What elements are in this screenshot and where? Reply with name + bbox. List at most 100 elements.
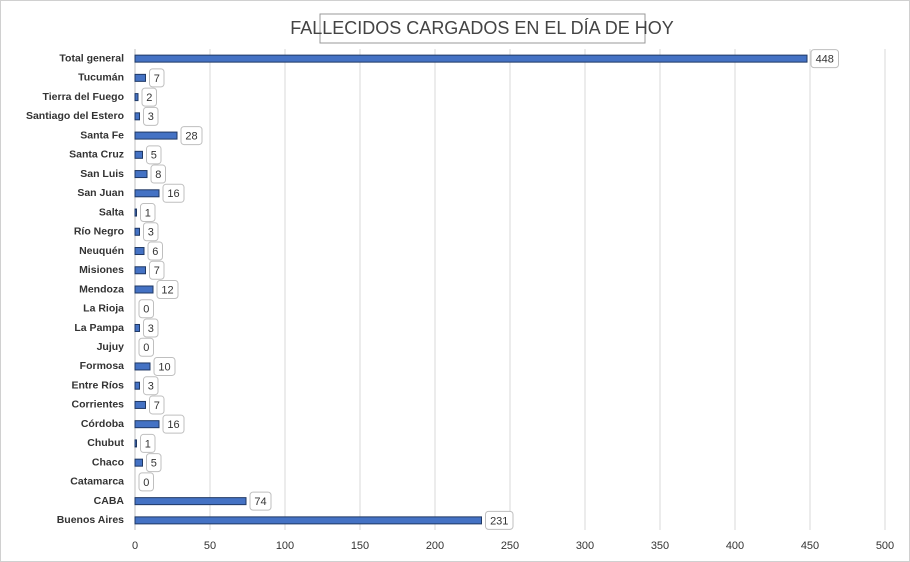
value-label-box — [146, 145, 162, 165]
bar — [134, 150, 143, 159]
bar — [134, 516, 482, 525]
y-tick-label: Neuquén — [79, 245, 124, 257]
value-label: 5 — [151, 458, 157, 470]
bar — [134, 73, 146, 82]
value-label: 448 — [816, 54, 834, 66]
value-label: 7 — [154, 265, 160, 277]
y-tick-label: Misiones — [79, 264, 124, 276]
value-label: 3 — [148, 323, 154, 335]
bar — [134, 400, 146, 409]
value-label: 28 — [185, 130, 197, 142]
x-tick-label: 150 — [351, 540, 369, 552]
y-tick-label: CABA — [94, 495, 125, 507]
value-label: 16 — [167, 188, 179, 200]
x-tick-label: 450 — [801, 540, 819, 552]
x-tick-label: 300 — [576, 540, 594, 552]
value-label: 231 — [490, 515, 508, 527]
value-label: 74 — [254, 496, 266, 508]
y-tick-label: Río Negro — [74, 226, 124, 238]
y-tick-label: Chubut — [87, 437, 124, 449]
bar — [134, 247, 145, 256]
y-tick-label: Tierra del Fuego — [43, 91, 125, 103]
bar — [134, 170, 148, 179]
x-tick-label: 400 — [726, 540, 744, 552]
y-tick-label: Santa Fe — [80, 129, 124, 141]
bar — [134, 323, 140, 332]
value-label-box — [147, 241, 163, 261]
x-tick-label: 200 — [426, 540, 444, 552]
value-label-box — [138, 299, 154, 319]
title-box — [319, 13, 646, 44]
bar — [134, 458, 143, 467]
bar — [134, 208, 137, 217]
bar — [134, 112, 140, 121]
bar — [134, 227, 140, 236]
value-label: 6 — [152, 246, 158, 258]
x-tick-label: 0 — [132, 540, 138, 552]
value-label: 12 — [161, 284, 173, 296]
bar — [134, 381, 140, 390]
value-label-box — [150, 164, 166, 184]
bar — [134, 285, 154, 294]
value-label: 3 — [148, 111, 154, 123]
value-label-box — [141, 87, 157, 107]
value-label: 0 — [143, 304, 149, 316]
value-label: 0 — [143, 477, 149, 489]
value-label: 2 — [146, 92, 152, 104]
y-tick-label: San Juan — [77, 187, 124, 199]
value-label-box — [143, 318, 159, 338]
y-tick-label: Jujuy — [97, 341, 125, 353]
value-label-box — [149, 395, 165, 415]
y-tick-label: Tucumán — [78, 72, 124, 84]
value-label-box — [810, 49, 839, 69]
value-label-box — [485, 510, 514, 530]
value-label-box — [249, 491, 272, 511]
chart-title: FALLECIDOS CARGADOS EN EL DÍA DE HOY — [290, 18, 673, 38]
value-label-box — [162, 183, 185, 203]
value-label-box — [140, 433, 156, 453]
value-label-box — [138, 337, 154, 357]
value-label-box — [156, 280, 179, 299]
value-label: 16 — [167, 419, 179, 431]
value-label: 7 — [154, 400, 160, 412]
bar — [134, 54, 808, 63]
bar — [134, 93, 139, 102]
bar — [134, 131, 178, 140]
value-label-box — [153, 356, 176, 376]
bar — [134, 362, 151, 371]
y-tick-label: Córdoba — [81, 418, 124, 430]
value-label: 10 — [158, 361, 170, 373]
y-tick-label: Chaco — [92, 456, 124, 468]
value-label: 1 — [145, 207, 151, 219]
value-label: 5 — [151, 150, 157, 162]
y-tick-label: Buenos Aires — [57, 514, 124, 526]
y-tick-label: Corrientes — [71, 399, 124, 411]
value-label-box — [162, 414, 185, 434]
x-tick-label: 500 — [876, 540, 894, 552]
value-label-box — [143, 106, 159, 126]
y-tick-label: Santiago del Estero — [26, 110, 124, 122]
y-tick-label: San Luis — [80, 168, 124, 180]
y-tick-label: Catamarca — [70, 476, 124, 488]
value-label-box — [146, 453, 162, 473]
bar — [134, 189, 160, 198]
y-tick-label: Mendoza — [79, 283, 124, 295]
value-label: 8 — [155, 169, 161, 181]
y-tick-label: Entre Ríos — [71, 379, 124, 391]
bar — [134, 497, 247, 506]
value-label-box — [143, 222, 159, 242]
y-tick-label: Santa Cruz — [69, 149, 124, 161]
value-label: 3 — [148, 381, 154, 393]
y-tick-label: La Pampa — [74, 322, 124, 334]
y-tick-label: Formosa — [80, 360, 125, 372]
value-label-box — [149, 68, 165, 88]
x-tick-label: 50 — [204, 540, 216, 552]
value-label: 0 — [143, 342, 149, 354]
x-tick-label: 100 — [276, 540, 294, 552]
x-tick-label: 250 — [501, 540, 519, 552]
y-tick-label: Total general — [59, 52, 124, 64]
y-tick-label: La Rioja — [83, 303, 124, 315]
y-tick-label: Salta — [99, 206, 124, 218]
